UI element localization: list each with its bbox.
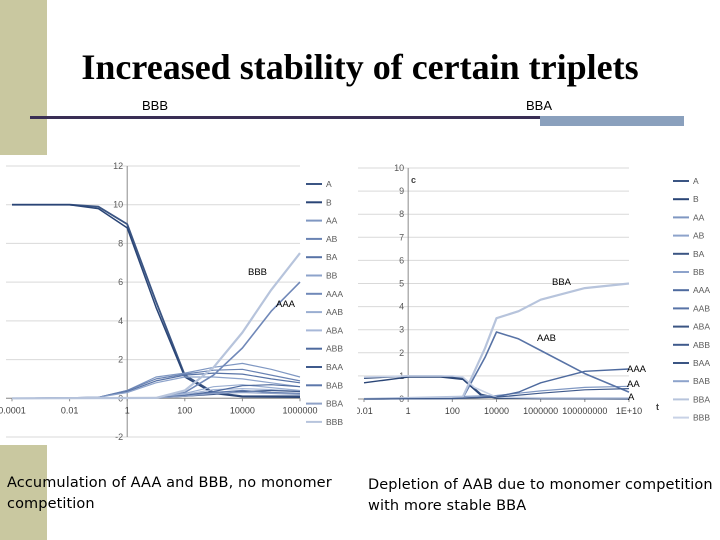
y-tick-label: -2 <box>115 432 123 442</box>
legend-label-abb: ABB <box>693 340 710 350</box>
right-chart: 0 1 2 3 4 5 6 7 8 9 10 0.01 1 100 10000 1000000 10000000… <box>355 158 720 438</box>
annotation-label: AAB <box>537 333 556 344</box>
annotation-label: BBB <box>248 267 267 278</box>
y-tick-label: 12 <box>113 161 123 171</box>
y-tick-label: 2 <box>399 348 404 358</box>
x-tick-label: 1 <box>406 406 411 416</box>
series-line-bba <box>363 282 630 401</box>
y-tick-label: 5 <box>399 279 404 289</box>
series-line-b <box>12 203 301 399</box>
legend-label-b: B <box>326 197 332 207</box>
x-tick-label: 100 <box>177 405 192 415</box>
x-tick-label: 0.01 <box>61 405 79 415</box>
legend-label-aa: AA <box>326 216 338 226</box>
x-tick-label: 100000000 <box>562 406 607 416</box>
series-line-abb <box>363 388 630 400</box>
annotation-label: AAA <box>627 364 647 375</box>
series-line-bbb <box>363 375 629 399</box>
x-tick-label: 0.0001 <box>0 405 26 415</box>
x-tick-label: 10000 <box>230 405 255 415</box>
legend-label-aa: AA <box>693 212 705 222</box>
y-tick-label: 2 <box>118 355 123 365</box>
legend-label-bab: BAB <box>326 380 343 390</box>
x-tick-label: 1 <box>125 405 130 415</box>
y-tick-label: 6 <box>118 277 123 287</box>
series-line-bb <box>11 376 301 399</box>
y-tick-label: 8 <box>399 209 404 219</box>
x-tick-label: 1000000 <box>282 405 317 415</box>
legend-label-bb: BB <box>693 267 705 277</box>
legend-label-b: B <box>693 194 699 204</box>
title-rule <box>30 116 684 119</box>
legend-label-aab: AAB <box>693 303 710 313</box>
x-tick-label: 1E+10 <box>616 406 642 416</box>
series-line-bbb <box>11 252 301 400</box>
x-tick-label: 100 <box>445 406 460 416</box>
right-caption: Depletion of AAB due to monomer competit… <box>368 477 713 514</box>
y-tick-label: 4 <box>399 302 404 312</box>
legend-label-aba: ABA <box>326 325 343 335</box>
slide-title: Increased stability of certain triplets <box>81 47 639 87</box>
y-tick-label: 7 <box>399 232 404 242</box>
series-line-aab <box>363 331 630 400</box>
y-tick-label: 4 <box>118 316 123 326</box>
left-caption: Accumulation of AAA and BBB, no monomer … <box>7 475 332 512</box>
y-tick-label: 9 <box>399 186 404 196</box>
legend-label-ba: BA <box>326 252 338 262</box>
left-chart: -2 0 2 4 6 8 10 12 0.0001 0.01 1 100 10000 1000000 A B A… <box>0 155 354 445</box>
legend-label-baa: BAA <box>693 358 710 368</box>
legend-label-bbb: BBB <box>326 417 343 427</box>
x-tick-label: 0.01 <box>357 406 373 416</box>
legend-label-bab: BAB <box>693 376 710 386</box>
y-axis-label: c <box>411 175 416 185</box>
x-tick-label: 10000 <box>484 406 509 416</box>
legend-label-bbb: BBB <box>693 413 710 423</box>
left-chart-heading: BBB <box>142 98 169 113</box>
y-tick-label: 6 <box>399 255 404 265</box>
legend-label-abb: ABB <box>326 344 343 354</box>
x-axis-label: t <box>656 402 659 412</box>
y-tick-label: 3 <box>399 325 404 335</box>
annotation-label: BBA <box>552 277 572 288</box>
annotation-label: AAA <box>276 299 296 310</box>
annotation-label: AA <box>627 379 640 390</box>
series-line-a <box>12 203 300 398</box>
title-rule-accent <box>540 116 684 126</box>
y-tick-label: 8 <box>118 238 123 248</box>
legend-label-aaa: AAA <box>326 289 343 299</box>
legend-label-aba: ABA <box>693 322 710 332</box>
legend-label-ab: AB <box>693 231 705 241</box>
legend-label-ba: BA <box>693 249 705 259</box>
legend-label-baa: BAA <box>326 362 343 372</box>
y-tick-label: 10 <box>113 200 123 210</box>
legend-label-a: A <box>326 179 332 189</box>
series-line-ab <box>11 368 301 399</box>
legend-label-bba: BBA <box>326 399 343 409</box>
annotation-label: A <box>628 392 635 403</box>
y-tick-label: 10 <box>394 163 404 173</box>
right-chart-heading: BBA <box>526 98 553 113</box>
legend-label-bba: BBA <box>693 394 710 404</box>
legend-label-bb: BB <box>326 271 338 281</box>
legend-label-aaa: AAA <box>693 285 710 295</box>
x-tick-label: 1000000 <box>523 406 558 416</box>
legend-label-ab: AB <box>326 234 338 244</box>
legend-label-aab: AAB <box>326 307 343 317</box>
legend-label-a: A <box>693 176 699 186</box>
